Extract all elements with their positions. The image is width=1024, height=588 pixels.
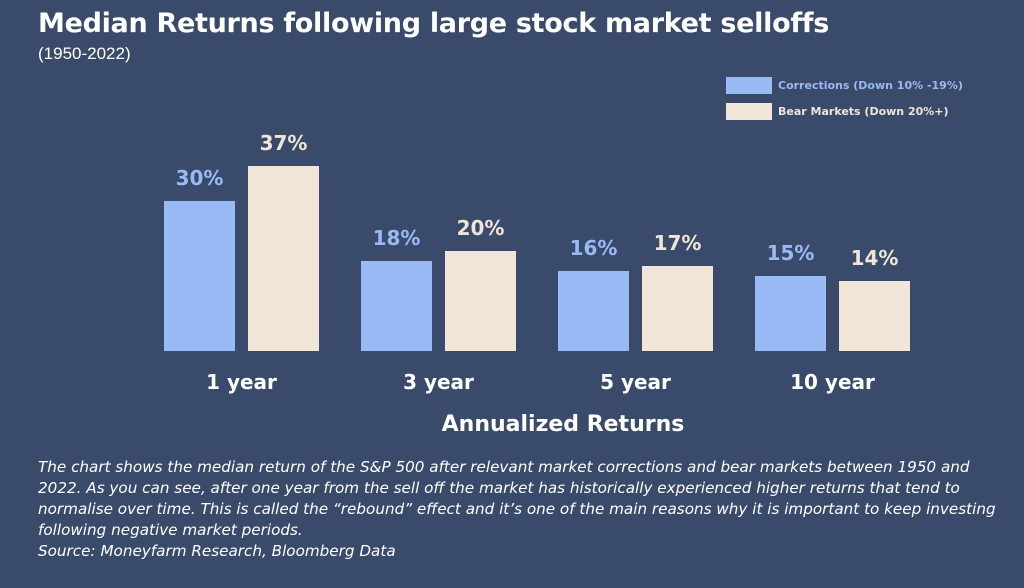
bar-corrections-10-year	[755, 276, 826, 351]
category-label-10-year: 10 year	[790, 370, 875, 394]
legend-label-bear-markets: Bear Markets (Down 20%+)	[778, 104, 949, 118]
bar-bear-markets-10-year	[839, 281, 910, 351]
legend: Corrections (Down 10% -19%) Bear Markets…	[726, 76, 963, 128]
data-label-corrections-3-year: 18%	[373, 226, 421, 250]
bar-corrections-1-year	[164, 201, 235, 351]
category-label-5-year: 5 year	[600, 370, 671, 394]
data-label-bear-markets-1-year: 37%	[260, 131, 308, 155]
legend-item-corrections: Corrections (Down 10% -19%)	[726, 76, 963, 94]
chart-caption: The chart shows the median return of the…	[38, 457, 998, 562]
data-label-bear-markets-10-year: 14%	[851, 246, 899, 270]
category-label-3-year: 3 year	[403, 370, 474, 394]
bar-bear-markets-3-year	[445, 251, 516, 351]
bar-bear-markets-5-year	[642, 266, 713, 351]
bar-corrections-5-year	[558, 271, 629, 351]
data-label-bear-markets-3-year: 20%	[457, 216, 505, 240]
legend-swatch-bear-markets	[726, 102, 772, 120]
caption-source: Source: Moneyfarm Research, Bloomberg Da…	[38, 542, 396, 560]
caption-text: The chart shows the median return of the…	[38, 458, 996, 539]
chart-subtitle: (1950-2022)	[38, 44, 131, 63]
data-label-bear-markets-5-year: 17%	[654, 231, 702, 255]
data-label-corrections-5-year: 16%	[570, 236, 618, 260]
data-label-corrections-1-year: 30%	[176, 166, 224, 190]
bar-bear-markets-1-year	[248, 166, 319, 351]
legend-swatch-corrections	[726, 76, 772, 94]
category-label-1-year: 1 year	[206, 370, 277, 394]
legend-label-corrections: Corrections (Down 10% -19%)	[778, 78, 963, 92]
x-axis-label: Annualized Returns	[442, 412, 685, 437]
bar-corrections-3-year	[361, 261, 432, 351]
legend-item-bear-markets: Bear Markets (Down 20%+)	[726, 102, 963, 120]
bar-chart: 30% 37% 1 year 18% 20% 3 year 16% 17% 5 year 15% 1…	[164, 131, 910, 437]
chart-title: Median Returns following large stock mar…	[38, 8, 829, 39]
data-label-corrections-10-year: 15%	[767, 241, 815, 265]
